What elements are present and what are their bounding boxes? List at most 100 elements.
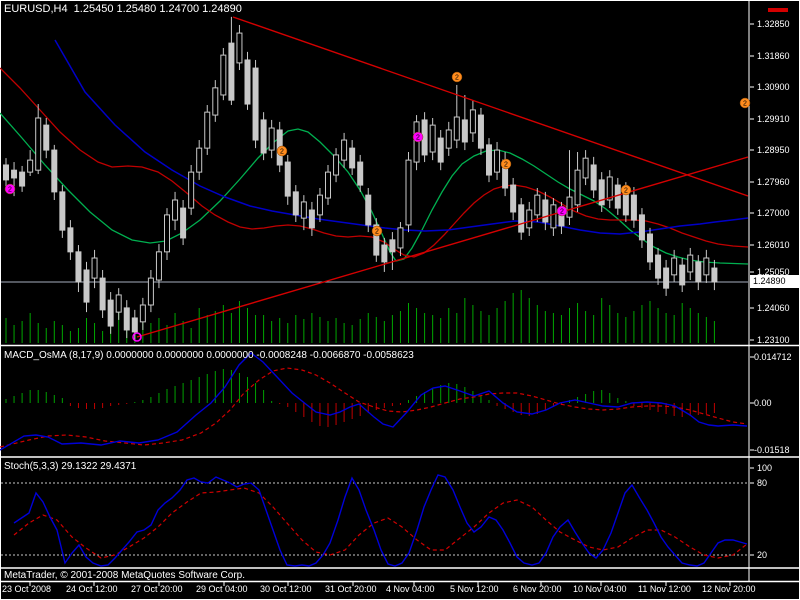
price-axis-label: 1.27960 [757, 177, 790, 187]
candle [687, 254, 694, 273]
candle [172, 199, 179, 221]
candle [437, 137, 444, 163]
order-marker[interactable] [276, 145, 288, 157]
candle [606, 176, 613, 201]
price-axis[interactable] [750, 0, 800, 568]
candle [542, 199, 549, 223]
candle [566, 196, 573, 218]
price-axis-label: 1.31860 [757, 51, 790, 61]
macd-signal-line [0, 367, 748, 448]
price-axis-label: 1.28950 [757, 145, 790, 155]
time-axis-label: 31 Oct 20:00 [325, 584, 377, 594]
price-axis-label: 1.23100 [757, 335, 790, 345]
candle [429, 124, 436, 153]
trendline-anchor[interactable] [132, 332, 142, 342]
candle [155, 251, 162, 281]
candle [703, 257, 710, 276]
candle [469, 109, 476, 134]
candle [397, 227, 404, 249]
candle [671, 257, 678, 276]
time-axis-label: 5 Nov 12:00 [450, 584, 499, 594]
price-axis-label: 1.24060 [757, 303, 790, 313]
time-axis-label: 11 Nov 12:00 [638, 584, 691, 594]
candle [300, 201, 307, 219]
macd-axis-label: 0.00 [754, 398, 772, 408]
stoch-axis-label: 20 [757, 550, 768, 560]
candle [99, 277, 106, 311]
candle [292, 191, 299, 216]
candle [510, 184, 517, 213]
candle [236, 32, 243, 64]
candle [647, 233, 653, 263]
candle [43, 124, 50, 151]
candle [655, 254, 662, 279]
stoch-main-line [13, 474, 748, 567]
price-axis-label: 1.26010 [757, 240, 790, 250]
order-marker[interactable] [4, 183, 16, 195]
order-marker[interactable] [371, 225, 383, 237]
candle [284, 161, 291, 197]
candle [582, 157, 589, 179]
candle [638, 214, 645, 241]
candle [308, 209, 315, 229]
candle [204, 111, 211, 149]
order-marker-label: 2 [280, 149, 284, 156]
trendline-ascending[interactable] [136, 156, 749, 338]
candle [268, 127, 275, 151]
candle [357, 161, 364, 186]
candle [67, 227, 74, 253]
candle [389, 239, 396, 253]
time-axis-label: 27 Oct 20:00 [131, 584, 183, 594]
stoch-axis-label: 80 [757, 478, 768, 488]
order-marker[interactable] [500, 158, 512, 170]
trendline-descending[interactable] [232, 16, 749, 197]
chart-shift-marker [768, 8, 788, 12]
candle [381, 244, 388, 263]
price-axis-label: 1.29910 [757, 114, 790, 124]
macd-axis-label: -0.01518 [754, 445, 790, 455]
candle [59, 191, 66, 231]
order-marker-label: 2 [455, 75, 459, 82]
macd-indicator-label: MACD_OsMA (8,17,9) 0.0000000 0.0000000 0… [4, 350, 414, 361]
candle [341, 139, 348, 161]
macd-main-line [0, 352, 748, 451]
candle [180, 207, 187, 239]
candle [244, 59, 251, 105]
candle [365, 194, 372, 226]
candle [526, 209, 533, 229]
candle [228, 42, 235, 101]
candle [188, 171, 195, 209]
candle [477, 114, 484, 149]
candle [91, 257, 98, 279]
candle [373, 224, 380, 256]
order-marker[interactable] [412, 131, 424, 143]
candle [316, 194, 323, 216]
candle [131, 317, 138, 333]
order-marker[interactable] [556, 205, 568, 217]
candle [115, 294, 122, 313]
order-marker[interactable] [620, 184, 632, 196]
candle [139, 304, 146, 323]
candle [453, 116, 460, 141]
time-axis-label: 23 Oct 2008 [2, 584, 52, 594]
candle [107, 299, 114, 327]
stoch-signal-line [13, 487, 748, 559]
candle [147, 277, 154, 306]
candle [164, 214, 170, 253]
stoch-indicator-label: Stoch(5,3,3) 29.1322 29.4371 [4, 461, 137, 472]
time-axis[interactable] [0, 582, 800, 600]
stoch-axis-label: 100 [757, 463, 773, 473]
order-marker[interactable] [739, 97, 751, 109]
time-axis-label: 30 Oct 12:00 [260, 584, 312, 594]
current-price-box: 1.24890 [750, 275, 800, 288]
candle [11, 169, 18, 179]
candle [663, 267, 670, 289]
copyright-text: MetaTrader, © 2001-2008 MetaQuotes Softw… [4, 570, 246, 581]
candle [19, 171, 26, 187]
order-marker[interactable] [451, 71, 463, 83]
candle [27, 159, 34, 173]
candle [260, 119, 267, 154]
order-marker-label: 2 [416, 135, 420, 142]
